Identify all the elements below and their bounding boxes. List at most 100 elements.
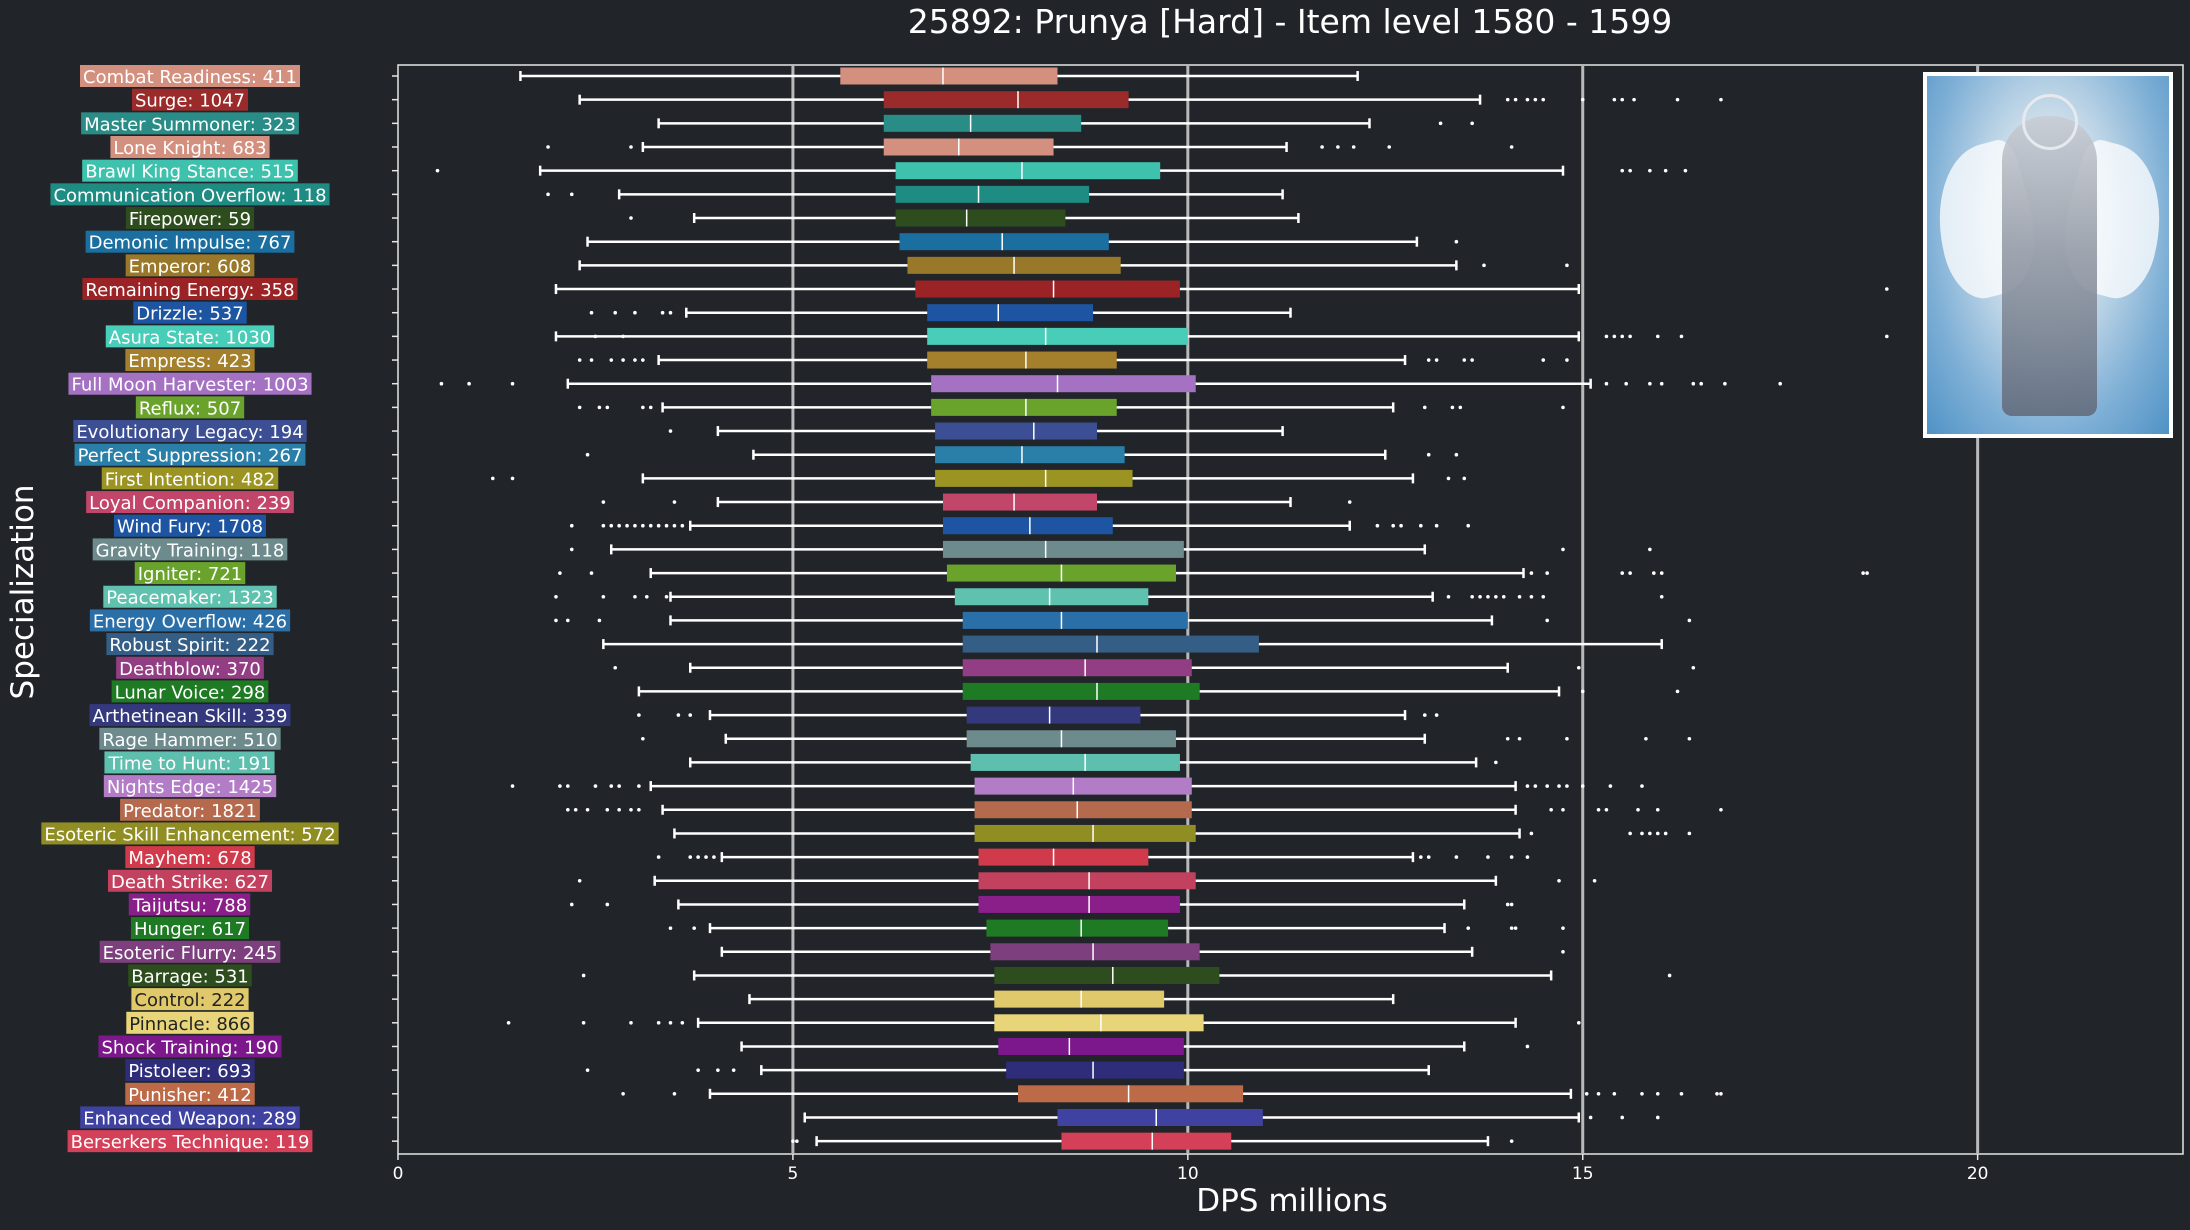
outlier-point (668, 926, 673, 930)
y-tick-label-bg (125, 1059, 255, 1082)
box-series: Full Moon Harvester: 1003 (68, 372, 1782, 396)
box (895, 209, 1066, 227)
outlier-point (1525, 855, 1530, 859)
box (931, 375, 1196, 393)
y-tick-label: Full Moon Harvester: 1003 (71, 375, 308, 396)
outlier-point (629, 807, 633, 812)
y-tick-label: Pistoleer: 693 (128, 1061, 251, 1082)
box (994, 1014, 1204, 1032)
box-series: Mayhem: 678 (125, 846, 1530, 869)
box-series: Energy Overflow: 426 (89, 609, 1692, 632)
outlier-point (1679, 334, 1684, 339)
outlier-point (490, 476, 495, 481)
y-tick-label: Esoteric Skill Enhancement: 572 (44, 824, 335, 845)
outlier-point (1715, 1092, 1719, 1096)
y-tick-label-bg (81, 112, 299, 135)
outlier-point (585, 1068, 590, 1072)
outlier-point (1509, 1139, 1514, 1143)
box-series: First Intention: 482 (101, 467, 1467, 490)
y-tick-label-bg (111, 680, 269, 703)
box (927, 351, 1117, 369)
outlier-point (1533, 97, 1538, 102)
outlier-point (1517, 594, 1522, 599)
outlier-point (1478, 594, 1482, 599)
outlier-point (1885, 334, 1889, 339)
y-tick-label-bg (105, 325, 275, 348)
y-tick-label-bg (82, 278, 298, 301)
box (1061, 1132, 1232, 1150)
y-tick-label: Surge: 1047 (135, 91, 245, 112)
outlier-point (435, 168, 440, 173)
box (962, 635, 1259, 653)
outlier-point (1454, 452, 1459, 457)
outlier-point (1719, 1092, 1723, 1096)
outlier-point (1596, 807, 1601, 812)
outlier-point (1466, 926, 1471, 930)
box-series: Esoteric Flurry: 245 (99, 940, 1565, 964)
box-series: Master Summoner: 323 (81, 112, 1474, 135)
y-tick-label: Control: 222 (134, 990, 245, 1011)
y-tick-label: Energy Overflow: 426 (93, 611, 287, 632)
box-series: Lone Knight: 683 (110, 136, 1514, 159)
y-tick-label-bg (135, 396, 245, 419)
box-series: Empress: 423 (125, 349, 1569, 372)
box-series: Esoteric Skill Enhancement: 572 (41, 822, 1692, 845)
outlier-point (617, 784, 621, 788)
outlier-point (637, 784, 641, 788)
x-axis-label: DPS millions (1196, 1183, 1388, 1219)
outlier-point (1450, 405, 1455, 410)
outlier-point (1608, 784, 1613, 788)
outlier-point (1604, 807, 1609, 812)
box (915, 280, 1180, 298)
y-tick-label: Emperor: 608 (129, 256, 252, 277)
box-series: Arthetinean Skill: 339 (89, 704, 1439, 727)
outlier-point (1612, 97, 1617, 102)
box (927, 304, 1094, 322)
y-tick-label: Rage Hammer: 510 (102, 730, 277, 751)
box (962, 611, 1188, 629)
outlier-point (1336, 145, 1340, 149)
outlier-point (605, 807, 610, 812)
box-series: Demonic Impulse: 767 (85, 230, 1459, 254)
outlier-point (664, 523, 669, 528)
outlier-point (1434, 523, 1439, 528)
outlier-point (1644, 736, 1648, 741)
y-tick-label-bg (125, 846, 255, 869)
outlier-point (558, 784, 562, 788)
outlier-point (506, 1021, 511, 1025)
y-tick-label: Lunar Voice: 298 (115, 682, 266, 703)
box-series: Brawl King Stance: 515 (82, 159, 1688, 183)
y-tick-label-bg (41, 822, 339, 845)
box (998, 1037, 1184, 1055)
outlier-point (573, 807, 578, 812)
box (962, 682, 1200, 700)
box (1006, 1061, 1184, 1079)
box-series: Lunar Voice: 298 (111, 680, 1680, 703)
y-tick-label-bg (128, 893, 251, 916)
outlier-point (1687, 736, 1692, 741)
y-tick-label: Shock Training: 190 (101, 1037, 278, 1058)
y-tick-label: Time to Hunt: 191 (107, 753, 271, 774)
y-tick-label: Loyal Companion: 239 (89, 493, 291, 514)
outlier-point (696, 855, 700, 859)
box (935, 446, 1125, 464)
outlier-point (1652, 571, 1656, 575)
outlier-point (1561, 807, 1565, 812)
outlier-point (1545, 618, 1549, 623)
box (935, 469, 1133, 487)
y-tick-label-bg (133, 301, 247, 324)
outlier-point (633, 523, 637, 528)
outlier-point (1565, 784, 1569, 788)
outlier-point (1663, 168, 1668, 173)
outlier-point (581, 1021, 586, 1025)
y-tick-label-bg (134, 562, 246, 585)
box-series: Gravity Training: 118 (92, 538, 1652, 561)
box-series: Remaining Energy: 358 (82, 278, 1889, 301)
outlier-point (1636, 807, 1640, 812)
outlier-point (1434, 358, 1439, 362)
outlier-point (648, 405, 653, 410)
y-tick-label: Remaining Energy: 358 (85, 280, 294, 301)
box-series: Rage Hammer: 510 (99, 727, 1692, 751)
outlier-point (680, 1021, 685, 1025)
y-axis-label: Specialization (5, 485, 41, 700)
